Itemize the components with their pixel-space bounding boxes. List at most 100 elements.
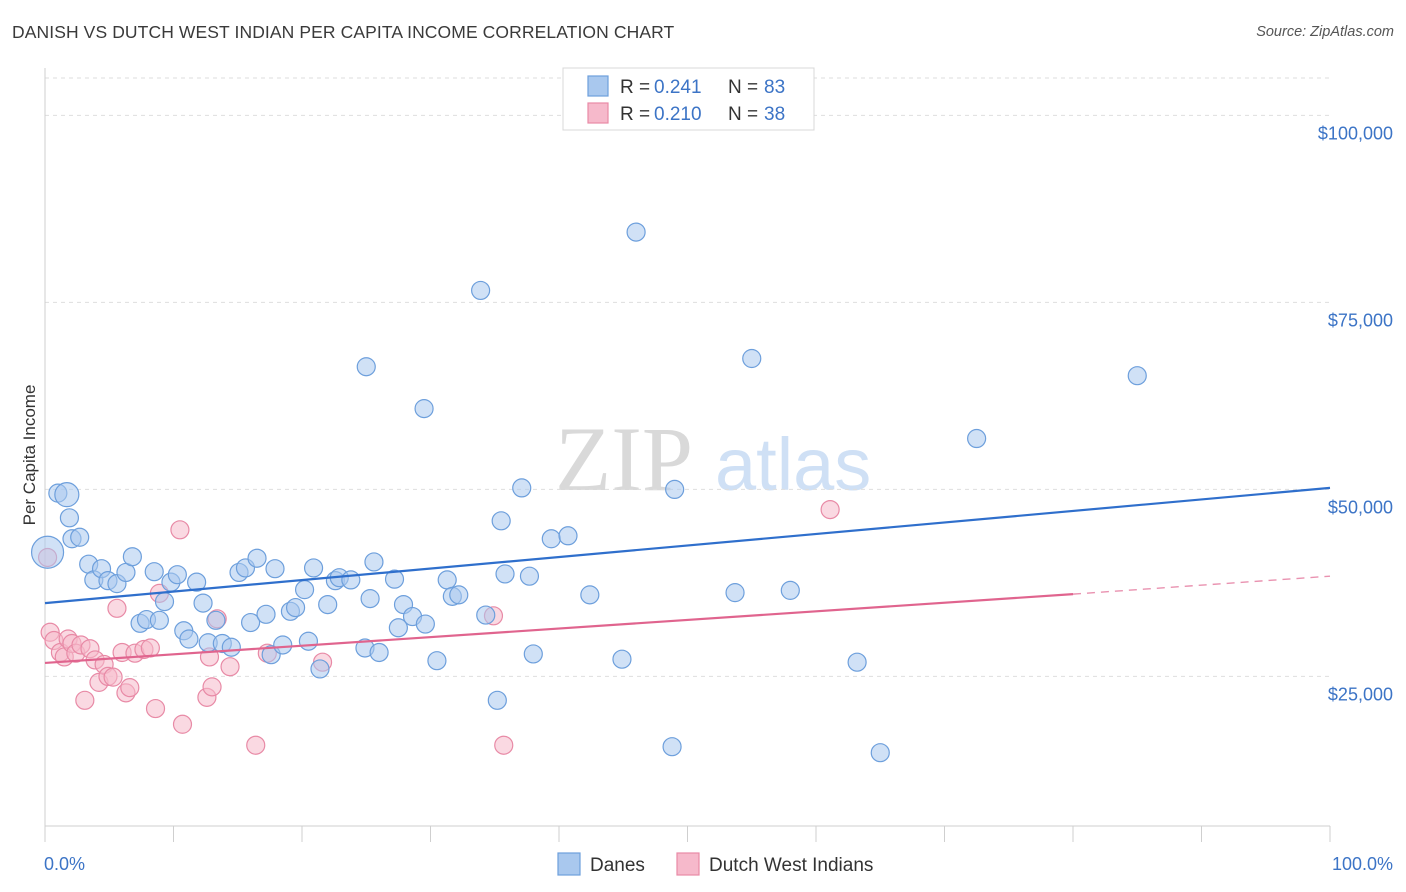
dane-point-56 [449,585,469,605]
series-danes [30,222,1147,763]
trend-line-dutch-west-indians-extension [1072,575,1331,595]
dane-point-10 [122,547,142,567]
dwi-point-29 [202,677,222,697]
dane-point-77 [967,428,987,449]
dane-point-76 [742,348,762,369]
dane-point-68 [665,479,685,499]
dane-point-59 [495,564,515,584]
dwi-point-22 [140,638,160,658]
dane-point-53 [427,651,447,671]
chart-title: DANISH VS DUTCH WEST INDIAN PER CAPITA I… [12,22,675,42]
legend-n-label-danes: N = [728,77,758,98]
dane-point-71 [847,652,867,672]
dwi-point-37 [820,499,840,520]
dane-point-39 [310,659,330,679]
dane-point-62 [523,644,543,664]
series-legend: Danes Dutch West Indians [557,852,873,876]
dane-point-47 [369,642,389,663]
legend-swatch-danes [587,75,609,97]
legend-swatch-danes-bottom [557,852,581,876]
legend-swatch-dutch-west-indians-bottom [676,852,700,876]
dane-point-60 [512,478,532,498]
watermark: ZIP atlas [555,408,871,510]
dwi-point-31 [220,657,240,677]
dwi-point-19 [120,678,140,698]
x-tick-labels: 0.0% 100.0% [44,854,1393,874]
dane-point-58 [491,511,511,531]
correlation-legend: R = 0.241 N = 83 R = 0.210 N = 38 [562,67,815,131]
dane-point-80 [54,482,80,508]
dane-point-43 [341,570,361,590]
legend-n-value-dutch-west-indians: 38 [764,104,785,125]
dane-point-67 [612,649,632,669]
dane-point-23 [206,610,226,630]
trend-lines [44,486,1331,665]
dane-point-1 [59,508,80,528]
x-tick-label-end: 100.0% [1332,854,1393,874]
legend-n-value-danes: 83 [764,77,785,98]
dane-point-70 [780,580,800,600]
dwi-point-26 [172,714,193,734]
dane-point-32 [265,559,285,579]
dane-point-63 [541,529,561,549]
dane-point-57 [476,605,496,625]
dane-point-30 [256,604,276,624]
y-tick-label-0: $25,000 [1328,684,1393,704]
dwi-point-9 [75,690,95,710]
dane-point-46 [364,552,384,572]
dane-point-45 [360,589,380,609]
dane-point-13 [144,562,164,582]
dane-point-54 [437,570,457,590]
dane-point-48 [384,569,405,589]
dane-point-49 [388,618,408,638]
legend-r-value-danes: 0.241 [654,77,702,98]
y-tick-label-3: $100,000 [1318,123,1393,143]
legend-r-value-dutch-west-indians: 0.210 [654,104,702,125]
dane-point-38 [303,558,324,578]
dane-point-15 [154,591,175,612]
legend-label-danes: Danes [590,855,645,876]
dane-point-37 [298,631,319,651]
dwi-point-36 [494,735,514,755]
dane-point-79 [30,535,65,569]
dane-point-19 [179,629,199,649]
dane-point-69 [725,583,745,603]
legend-n-label-dutch-west-indians: N = [728,104,758,125]
legend-r-label-danes: R = [620,77,650,98]
source-credit: Source: ZipAtlas.com [1256,24,1394,40]
legend-swatch-dutch-west-indians [587,102,609,124]
dane-point-78 [1127,366,1147,386]
dwi-point-25 [170,520,190,540]
dane-point-14 [149,610,169,630]
dane-point-3 [70,527,90,547]
dane-point-20 [187,572,207,592]
dane-point-65 [487,690,507,710]
legend-label-dutch-west-indians: Dutch West Indians [709,855,873,876]
dane-point-75 [626,222,646,242]
dane-point-82 [870,743,890,763]
trend-line-danes [44,486,1331,605]
axes [44,68,1331,842]
y-axis-label: Per Capita Income [20,385,39,526]
dane-point-74 [471,280,491,301]
dane-point-28 [241,612,261,633]
dane-point-66 [580,585,600,605]
dane-point-25 [221,637,241,657]
y-tick-label-2: $75,000 [1328,310,1393,330]
dane-point-36 [294,580,315,600]
dane-point-17 [167,565,187,585]
dwi-point-16 [107,598,127,618]
dane-point-33 [273,635,293,655]
dane-point-29 [247,548,267,568]
y-tick-labels: $25,000 $50,000 $75,000 $100,000 [1318,123,1393,704]
trend-line-dutch-west-indians [44,593,1074,665]
dane-point-35 [285,597,306,618]
dwi-point-32 [246,735,266,755]
dwi-point-23 [145,698,166,719]
y-tick-label-1: $50,000 [1328,497,1393,517]
x-tick-label-start: 0.0% [44,854,85,874]
legend-r-label-dutch-west-indians: R = [620,104,650,125]
dwi-point-15 [103,667,123,687]
dane-point-61 [519,566,540,586]
